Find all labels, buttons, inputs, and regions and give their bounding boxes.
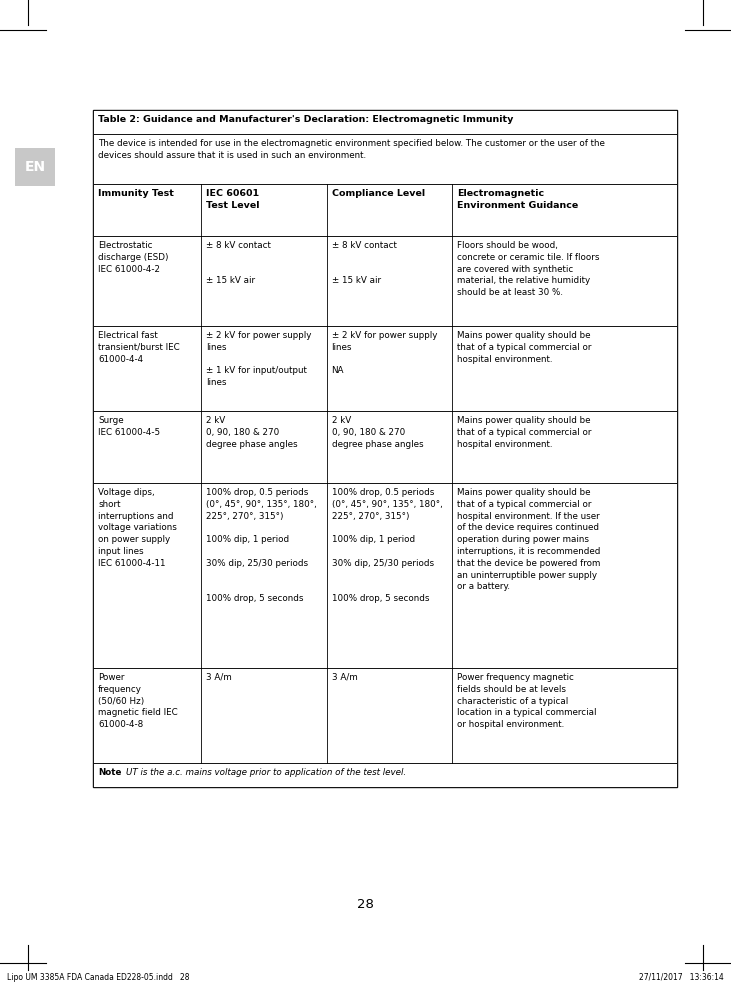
Bar — [93, 236, 677, 326]
Text: 28: 28 — [357, 898, 374, 912]
Text: UT is the a.c. mains voltage prior to application of the test level.: UT is the a.c. mains voltage prior to ap… — [126, 768, 406, 777]
Text: Compliance Level: Compliance Level — [332, 189, 425, 198]
Text: ± 8 kV contact


± 15 kV air: ± 8 kV contact ± 15 kV air — [206, 241, 271, 285]
Text: ± 2 kV for power supply
lines

NA: ± 2 kV for power supply lines NA — [332, 331, 437, 375]
Bar — [93, 763, 677, 787]
Text: Note: Note — [98, 768, 121, 777]
Text: Mains power quality should be
that of a typical commercial or
hospital environme: Mains power quality should be that of a … — [457, 488, 601, 591]
Bar — [93, 668, 677, 763]
Text: Electrical fast
transient/burst IEC
61000-4-4: Electrical fast transient/burst IEC 6100… — [98, 331, 180, 364]
Bar — [15, 148, 55, 186]
Bar — [93, 110, 677, 787]
Text: ± 2 kV for power supply
lines

± 1 kV for input/output
lines: ± 2 kV for power supply lines ± 1 kV for… — [206, 331, 311, 387]
Text: 27/11/2017   13:36:14: 27/11/2017 13:36:14 — [639, 973, 724, 982]
Text: Power frequency magnetic
fields should be at levels
characteristic of a typical
: Power frequency magnetic fields should b… — [457, 673, 596, 729]
Text: 2 kV
0, 90, 180 & 270
degree phase angles: 2 kV 0, 90, 180 & 270 degree phase angle… — [206, 416, 298, 449]
Bar — [93, 411, 677, 483]
Text: Surge
IEC 61000-4-5: Surge IEC 61000-4-5 — [98, 416, 160, 437]
Text: 100% drop, 0.5 periods
(0°, 45°, 90°, 135°, 180°,
225°, 270°, 315°)

100% dip, 1: 100% drop, 0.5 periods (0°, 45°, 90°, 13… — [332, 488, 442, 603]
Text: 2 kV
0, 90, 180 & 270
degree phase angles: 2 kV 0, 90, 180 & 270 degree phase angle… — [332, 416, 423, 449]
Text: Floors should be wood,
concrete or ceramic tile. If floors
are covered with synt: Floors should be wood, concrete or ceram… — [457, 241, 599, 297]
Text: Mains power quality should be
that of a typical commercial or
hospital environme: Mains power quality should be that of a … — [457, 416, 591, 449]
Bar — [93, 110, 677, 134]
Text: Electrostatic
discharge (ESD)
IEC 61000-4-2: Electrostatic discharge (ESD) IEC 61000-… — [98, 241, 169, 274]
Text: 3 A/m: 3 A/m — [332, 673, 357, 682]
Text: EN: EN — [24, 160, 45, 174]
Text: ± 8 kV contact


± 15 kV air: ± 8 kV contact ± 15 kV air — [332, 241, 396, 285]
Text: Voltage dips,
short
interruptions and
voltage variations
on power supply
input l: Voltage dips, short interruptions and vo… — [98, 488, 177, 568]
Bar — [93, 134, 677, 184]
Text: Power
frequency
(50/60 Hz)
magnetic field IEC
61000-4-8: Power frequency (50/60 Hz) magnetic fiel… — [98, 673, 178, 729]
Bar — [93, 326, 677, 411]
Text: IEC 60601
Test Level: IEC 60601 Test Level — [206, 189, 260, 210]
Bar — [93, 483, 677, 668]
Text: The device is intended for use in the electromagnetic environment specified belo: The device is intended for use in the el… — [98, 139, 605, 160]
Bar — [93, 184, 677, 236]
Text: 100% drop, 0.5 periods
(0°, 45°, 90°, 135°, 180°,
225°, 270°, 315°)

100% dip, 1: 100% drop, 0.5 periods (0°, 45°, 90°, 13… — [206, 488, 317, 603]
Text: Immunity Test: Immunity Test — [98, 189, 174, 198]
Text: Mains power quality should be
that of a typical commercial or
hospital environme: Mains power quality should be that of a … — [457, 331, 591, 364]
Text: 3 A/m: 3 A/m — [206, 673, 232, 682]
Text: Lipo UM 3385A FDA Canada ED228-05.indd   28: Lipo UM 3385A FDA Canada ED228-05.indd 2… — [7, 973, 189, 982]
Text: Table 2: Guidance and Manufacturer's Declaration: Electromagnetic Immunity: Table 2: Guidance and Manufacturer's Dec… — [98, 115, 513, 124]
Text: Electromagnetic
Environment Guidance: Electromagnetic Environment Guidance — [457, 189, 578, 210]
